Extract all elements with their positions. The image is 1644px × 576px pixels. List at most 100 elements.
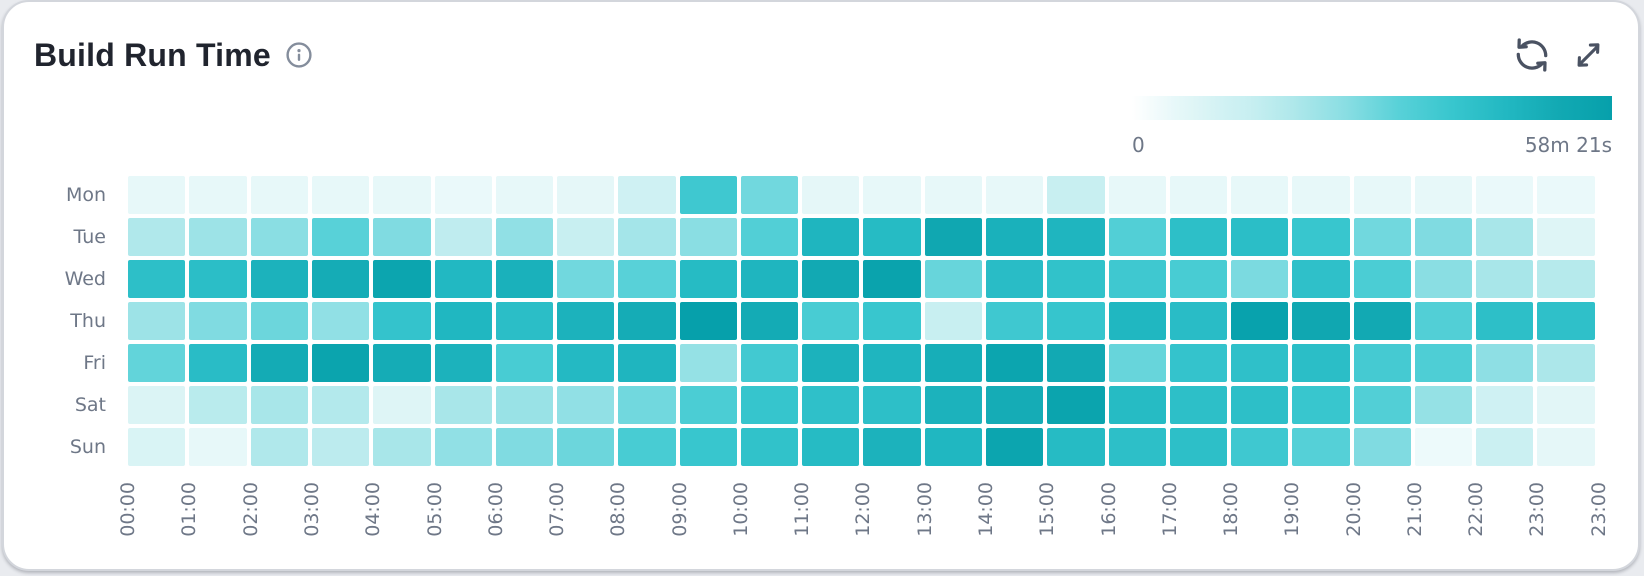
heatmap-cell[interactable] [557, 344, 615, 382]
heatmap-cell[interactable] [250, 344, 309, 382]
heatmap-cell[interactable] [924, 428, 982, 466]
heatmap-cell[interactable] [434, 386, 492, 424]
heatmap-cell[interactable] [679, 386, 737, 424]
heatmap-cell[interactable] [312, 302, 370, 340]
heatmap-cell[interactable] [128, 302, 186, 340]
heatmap-cell[interactable] [1231, 344, 1289, 382]
heatmap-cell[interactable] [679, 218, 737, 256]
heatmap-cell[interactable] [802, 428, 860, 466]
heatmap-cell[interactable] [1231, 428, 1289, 466]
heatmap-cell[interactable] [679, 344, 737, 382]
heatmap-cell[interactable] [863, 218, 921, 256]
heatmap-cell[interactable] [434, 218, 492, 256]
heatmap-cell[interactable] [924, 386, 982, 424]
heatmap-cell[interactable] [985, 176, 1044, 214]
heatmap-cell[interactable] [495, 428, 554, 466]
heatmap-cell[interactable] [1476, 218, 1534, 256]
heatmap-cell[interactable] [679, 260, 737, 298]
heatmap-cell[interactable] [1047, 386, 1105, 424]
heatmap-cell[interactable] [1537, 344, 1595, 382]
heatmap-cell[interactable] [250, 302, 309, 340]
heatmap-cell[interactable] [1353, 344, 1411, 382]
heatmap-cell[interactable] [863, 260, 921, 298]
heatmap-cell[interactable] [1047, 344, 1105, 382]
heatmap-cell[interactable] [863, 344, 921, 382]
heatmap-cell[interactable] [373, 176, 431, 214]
heatmap-cell[interactable] [557, 260, 615, 298]
heatmap-cell[interactable] [618, 428, 676, 466]
heatmap-cell[interactable] [802, 260, 860, 298]
heatmap-cell[interactable] [863, 386, 921, 424]
heatmap-cell[interactable] [1047, 176, 1105, 214]
heatmap-cell[interactable] [373, 302, 431, 340]
heatmap-cell[interactable] [1231, 260, 1289, 298]
heatmap-cell[interactable] [679, 302, 737, 340]
heatmap-cell[interactable] [1353, 218, 1411, 256]
heatmap-cell[interactable] [1353, 260, 1411, 298]
heatmap-cell[interactable] [1108, 344, 1166, 382]
heatmap-cell[interactable] [250, 218, 309, 256]
heatmap-cell[interactable] [618, 344, 676, 382]
heatmap-cell[interactable] [1414, 428, 1473, 466]
heatmap-cell[interactable] [189, 302, 247, 340]
heatmap-cell[interactable] [434, 428, 492, 466]
heatmap-cell[interactable] [557, 386, 615, 424]
heatmap-cell[interactable] [557, 218, 615, 256]
heatmap-cell[interactable] [1353, 428, 1411, 466]
heatmap-cell[interactable] [1231, 302, 1289, 340]
heatmap-cell[interactable] [1047, 428, 1105, 466]
heatmap-cell[interactable] [495, 386, 554, 424]
heatmap-cell[interactable] [1537, 260, 1595, 298]
refresh-button[interactable] [1514, 36, 1550, 77]
heatmap-cell[interactable] [1292, 386, 1350, 424]
heatmap-cell[interactable] [373, 386, 431, 424]
heatmap-cell[interactable] [618, 386, 676, 424]
heatmap-cell[interactable] [1476, 386, 1534, 424]
heatmap-cell[interactable] [495, 302, 554, 340]
heatmap-cell[interactable] [1231, 218, 1289, 256]
heatmap-cell[interactable] [434, 302, 492, 340]
heatmap-cell[interactable] [1537, 302, 1595, 340]
heatmap-cell[interactable] [740, 302, 799, 340]
heatmap-cell[interactable] [1169, 302, 1228, 340]
heatmap-cell[interactable] [1169, 260, 1228, 298]
info-icon[interactable] [286, 42, 312, 68]
heatmap-cell[interactable] [312, 428, 370, 466]
heatmap-cell[interactable] [1231, 176, 1289, 214]
heatmap-cell[interactable] [1537, 218, 1595, 256]
heatmap-cell[interactable] [128, 386, 186, 424]
heatmap-cell[interactable] [1108, 176, 1166, 214]
heatmap-cell[interactable] [863, 302, 921, 340]
expand-button[interactable] [1573, 39, 1604, 74]
heatmap-cell[interactable] [1537, 176, 1595, 214]
heatmap-cell[interactable] [924, 302, 982, 340]
heatmap-cell[interactable] [618, 302, 676, 340]
heatmap-cell[interactable] [1231, 386, 1289, 424]
heatmap-cell[interactable] [1292, 176, 1350, 214]
heatmap-cell[interactable] [1108, 218, 1166, 256]
heatmap-cell[interactable] [985, 428, 1044, 466]
heatmap-cell[interactable] [985, 386, 1044, 424]
heatmap-cell[interactable] [1476, 176, 1534, 214]
heatmap-cell[interactable] [557, 428, 615, 466]
heatmap-cell[interactable] [679, 428, 737, 466]
heatmap-cell[interactable] [1414, 302, 1473, 340]
heatmap-cell[interactable] [250, 428, 309, 466]
heatmap-cell[interactable] [1169, 386, 1228, 424]
heatmap-cell[interactable] [495, 344, 554, 382]
heatmap-cell[interactable] [434, 260, 492, 298]
heatmap-cell[interactable] [128, 428, 186, 466]
heatmap-cell[interactable] [924, 260, 982, 298]
heatmap-cell[interactable] [1537, 428, 1595, 466]
heatmap-cell[interactable] [1108, 428, 1166, 466]
heatmap-cell[interactable] [189, 386, 247, 424]
heatmap-cell[interactable] [128, 260, 186, 298]
heatmap-cell[interactable] [985, 260, 1044, 298]
heatmap-cell[interactable] [1169, 218, 1228, 256]
heatmap-cell[interactable] [128, 344, 186, 382]
heatmap-cell[interactable] [985, 218, 1044, 256]
heatmap-cell[interactable] [1476, 302, 1534, 340]
heatmap-cell[interactable] [1414, 260, 1473, 298]
heatmap-cell[interactable] [1169, 344, 1228, 382]
heatmap-cell[interactable] [924, 344, 982, 382]
